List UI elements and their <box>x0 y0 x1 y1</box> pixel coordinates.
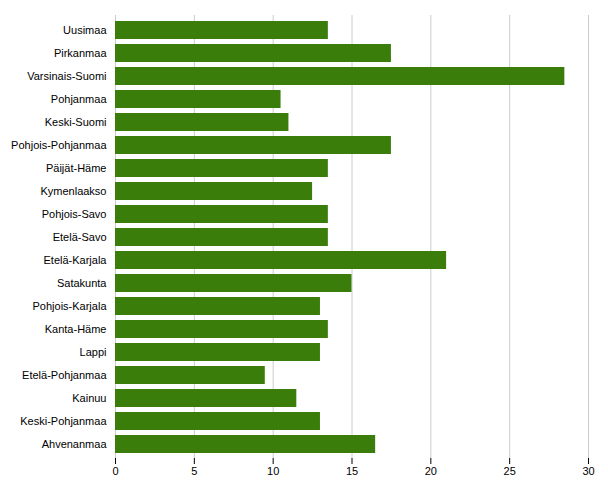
svg-text:15: 15 <box>346 465 358 477</box>
svg-text:Kainuu: Kainuu <box>72 392 106 404</box>
svg-text:Etelä-Savo: Etelä-Savo <box>53 231 107 243</box>
svg-text:0: 0 <box>112 465 118 477</box>
svg-text:Päijät-Häme: Päijät-Häme <box>46 162 107 174</box>
svg-text:Etelä-Pohjanmaa: Etelä-Pohjanmaa <box>22 369 107 381</box>
svg-text:Satakunta: Satakunta <box>57 277 107 289</box>
svg-text:Lappi: Lappi <box>80 346 107 358</box>
svg-text:20: 20 <box>425 465 437 477</box>
svg-text:Etelä-Karjala: Etelä-Karjala <box>44 254 108 266</box>
svg-text:Pirkanmaa: Pirkanmaa <box>54 47 107 59</box>
svg-text:Kanta-Häme: Kanta-Häme <box>45 323 107 335</box>
svg-text:Ahvenanmaa: Ahvenanmaa <box>42 438 108 450</box>
svg-text:Pohjois-Karjala: Pohjois-Karjala <box>33 300 108 312</box>
svg-text:Varsinais-Suomi: Varsinais-Suomi <box>27 70 106 82</box>
svg-text:Kymenlaakso: Kymenlaakso <box>40 185 106 197</box>
svg-text:Pohjanmaa: Pohjanmaa <box>51 93 108 105</box>
svg-text:Uusimaa: Uusimaa <box>63 24 107 36</box>
svg-text:25: 25 <box>504 465 516 477</box>
svg-text:30: 30 <box>582 465 594 477</box>
svg-text:Pohjois-Savo: Pohjois-Savo <box>42 208 107 220</box>
svg-text:10: 10 <box>267 465 279 477</box>
svg-text:5: 5 <box>191 465 197 477</box>
svg-text:Keski-Suomi: Keski-Suomi <box>45 116 107 128</box>
svg-text:Keski-Pohjanmaa: Keski-Pohjanmaa <box>20 415 107 427</box>
svg-text:Pohjois-Pohjanmaa: Pohjois-Pohjanmaa <box>11 139 107 151</box>
